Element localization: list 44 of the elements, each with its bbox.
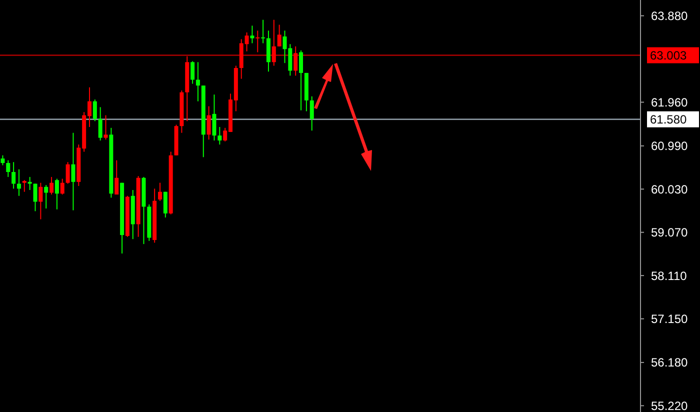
candlestick [104, 114, 108, 140]
candlestick [158, 182, 162, 202]
candlestick [212, 94, 216, 141]
candlestick [60, 178, 64, 196]
candlestick [266, 30, 270, 72]
y-tick-label: 57.150 [651, 312, 688, 326]
candlestick [294, 46, 298, 76]
candlestick [256, 30, 260, 53]
candlestick [12, 162, 16, 190]
candlestick [114, 160, 119, 196]
candlestick [310, 96, 314, 132]
candlestick [33, 183, 38, 212]
y-tick-label: 55.220 [651, 398, 688, 412]
candlestick [163, 191, 168, 218]
candlestick [92, 99, 97, 122]
candlestick [66, 162, 70, 184]
candlestick [299, 50, 304, 111]
candlestick [277, 24, 282, 47]
y-tick-label: 60.990 [651, 139, 688, 154]
y-tick-label: 58.110 [651, 268, 688, 283]
candlestick [44, 184, 48, 209]
candlestick [16, 168, 21, 196]
candlestick [206, 106, 211, 140]
ref-line-label: 63.003 [650, 48, 688, 62]
candlestick [54, 178, 59, 210]
y-tick-label: 60.030 [651, 182, 688, 196]
y-tick-label: 61.960 [651, 95, 688, 110]
candlestick [71, 132, 76, 211]
candlestick [272, 19, 276, 66]
candlestick [38, 182, 43, 220]
candlestick [218, 126, 222, 146]
candlestick [261, 19, 266, 44]
candlestick [0, 154, 5, 166]
y-tick-label: 56.180 [651, 356, 688, 370]
candlestick [50, 176, 54, 196]
candlestick [196, 62, 200, 102]
candlestick [98, 106, 102, 141]
candlestick [6, 160, 10, 178]
candlestick [22, 180, 26, 192]
y-tick-label: 59.070 [651, 226, 688, 240]
candlestick [250, 25, 254, 44]
ref-line-label: 61.580 [650, 112, 688, 127]
y-tick-label: 63.880 [651, 8, 688, 23]
candlestick [190, 60, 195, 84]
